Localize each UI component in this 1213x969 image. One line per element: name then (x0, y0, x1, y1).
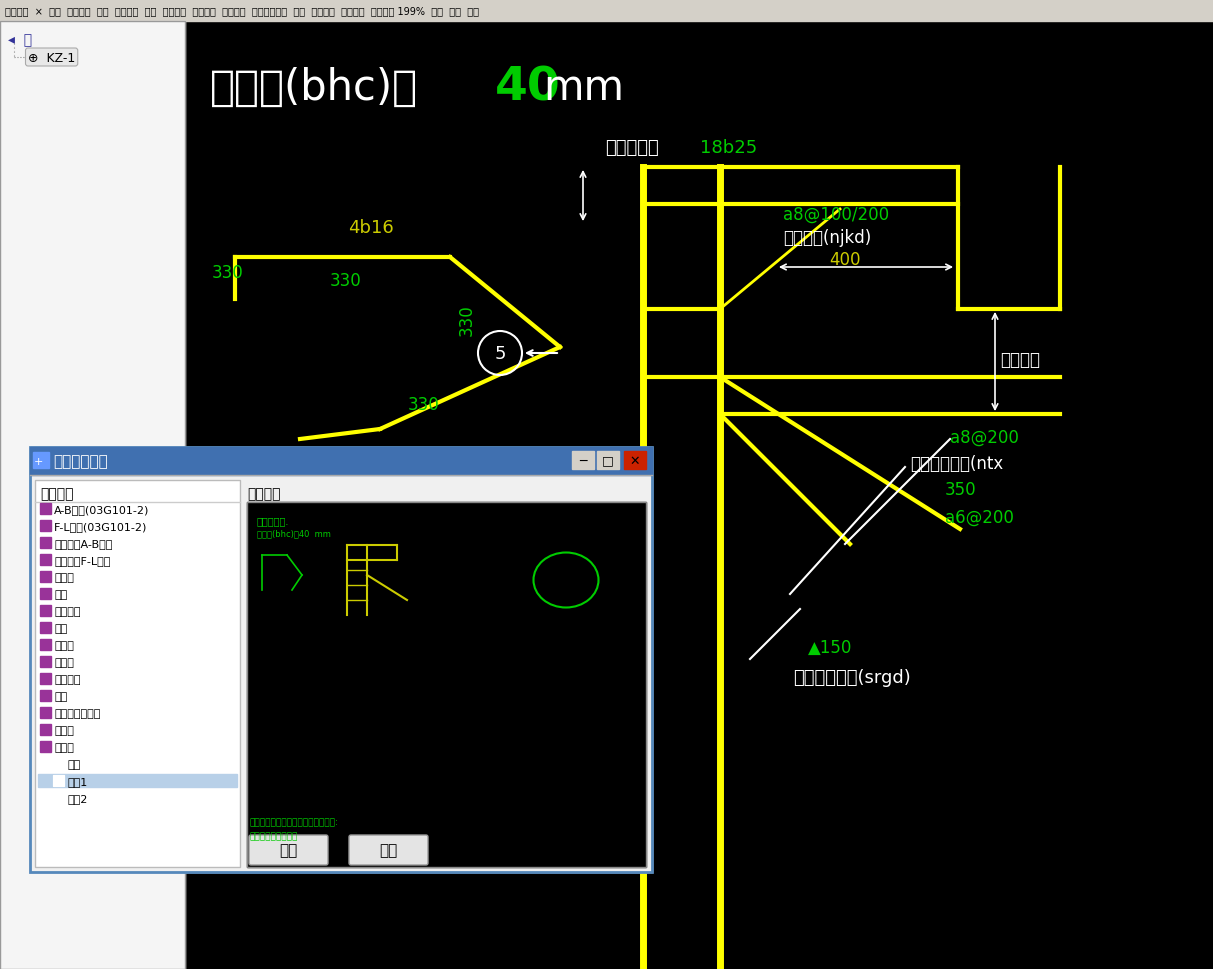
Bar (0, 22, 186, 969)
Bar (40, 724, 51, 735)
Bar (30, 476, 653, 872)
Bar (53, 793, 64, 803)
Text: 构造柱: 构造柱 (55, 725, 74, 735)
Bar (40, 707, 51, 718)
Bar (30, 448, 653, 476)
Text: 圈过梁: 圈过梁 (55, 657, 74, 668)
Bar (40, 504, 51, 515)
Text: 现浇桩: 现浇桩 (55, 641, 74, 650)
Text: □: □ (602, 454, 614, 467)
Text: 双网双向A-B楼梯: 双网双向A-B楼梯 (55, 539, 113, 548)
Bar (40, 741, 51, 752)
Text: 400: 400 (830, 251, 861, 268)
Text: 330: 330 (459, 304, 475, 335)
Text: 阳台: 阳台 (55, 589, 67, 600)
Text: 330: 330 (212, 264, 244, 282)
Text: 备注：按置实际变量代码的排列顺序:: 备注：按置实际变量代码的排列顺序: (249, 818, 338, 827)
Bar (53, 775, 64, 786)
Text: a6@200: a6@200 (945, 509, 1014, 526)
Text: 只一代代表相应变量: 只一代代表相应变量 (249, 831, 297, 841)
Bar (53, 775, 64, 786)
Bar (40, 588, 51, 600)
Text: 承台: 承台 (55, 691, 67, 702)
Bar (30, 448, 653, 872)
Bar (40, 538, 51, 548)
Bar (30, 448, 653, 872)
Text: a8@100/200: a8@100/200 (784, 205, 889, 224)
Text: 保护层(bhc)：40  mm: 保护层(bhc)：40 mm (257, 529, 331, 538)
Text: 钢筋深入长度(srgd): 钢筋深入长度(srgd) (793, 669, 911, 686)
Bar (40, 656, 51, 668)
Text: 单例1: 单例1 (67, 776, 87, 786)
Text: 双网双向F-L楼梯: 双网双向F-L楼梯 (55, 555, 110, 566)
FancyBboxPatch shape (349, 835, 428, 865)
Text: 5: 5 (494, 345, 506, 362)
Text: 取消: 取消 (378, 843, 397, 858)
Bar (0, 0, 1213, 22)
Bar (40, 673, 51, 684)
Text: 双例: 双例 (67, 760, 80, 769)
Text: 图形显示: 图形显示 (247, 486, 280, 500)
Text: 牛腿高度: 牛腿高度 (1000, 351, 1040, 368)
Text: 图集列表: 图集列表 (40, 486, 74, 500)
Bar (247, 503, 647, 867)
Bar (597, 452, 619, 470)
Text: 零星构件: 零星构件 (55, 607, 80, 616)
Text: 保护层(bhc)：: 保护层(bhc)： (210, 67, 418, 109)
Bar (40, 554, 51, 566)
Text: ✕: ✕ (630, 454, 640, 467)
Text: 4b16: 4b16 (348, 219, 394, 236)
Bar (40, 690, 51, 702)
Bar (33, 453, 49, 469)
Text: ◂  柱: ◂ 柱 (8, 33, 32, 47)
Text: 全部纵筋：: 全部纵筋： (605, 139, 659, 157)
Bar (38, 774, 237, 787)
Text: ▲150: ▲150 (808, 639, 853, 656)
Bar (40, 606, 51, 616)
Text: 330: 330 (330, 271, 361, 290)
Text: 牛腿柱: 牛腿柱 (55, 742, 74, 752)
Text: mm: mm (543, 67, 623, 109)
Text: 选择标准图集: 选择标准图集 (53, 454, 108, 469)
Text: +: + (33, 456, 42, 466)
Text: 40: 40 (495, 66, 560, 110)
Bar (247, 503, 647, 867)
Text: ─: ─ (580, 454, 587, 467)
Bar (623, 452, 647, 470)
Bar (40, 520, 51, 531)
Text: 330: 330 (408, 395, 440, 414)
Text: 普通楼梯: 普通楼梯 (55, 674, 80, 684)
Bar (53, 758, 64, 769)
Text: A-B楼梯(03G101-2): A-B楼梯(03G101-2) (55, 505, 149, 515)
Text: 牛角宽度(njkd): 牛角宽度(njkd) (784, 229, 871, 247)
Text: 350: 350 (945, 481, 976, 498)
Text: a8@200: a8@200 (950, 428, 1019, 447)
Text: 集水坑: 集水坑 (55, 573, 74, 582)
Bar (0, 22, 186, 969)
Bar (186, 22, 1213, 969)
Bar (40, 622, 51, 634)
Bar (35, 481, 240, 867)
Text: 墙柱或砌体拉筋: 墙柱或砌体拉筋 (55, 708, 101, 718)
Bar (40, 572, 51, 582)
FancyBboxPatch shape (249, 835, 328, 865)
Text: 构件管理  ×  删除  复制构件  选配  选择图集  保存  增加钢筋  删除钢筋  编辑钢筋  恢复原始图集  查询  计算退出  锁定脚本  显示全图 : 构件管理 × 删除 复制构件 选配 选择图集 保存 增加钢筋 删除钢筋 编辑钢筋… (5, 6, 479, 16)
Bar (35, 481, 240, 867)
Text: 单例2: 单例2 (67, 794, 87, 803)
Text: 单例牛腿柱.: 单例牛腿柱. (257, 516, 290, 525)
Text: 选择: 选择 (279, 843, 297, 858)
Text: 基础: 基础 (55, 623, 67, 634)
Bar (40, 640, 51, 650)
Text: F-L楼梯(03G101-2): F-L楼梯(03G101-2) (55, 521, 147, 531)
Text: 牛腿斜段高度(ntx: 牛腿斜段高度(ntx (910, 454, 1003, 473)
Text: ⊕  KZ-1: ⊕ KZ-1 (28, 51, 75, 64)
Text: 18b25: 18b25 (700, 139, 757, 157)
Bar (573, 452, 594, 470)
